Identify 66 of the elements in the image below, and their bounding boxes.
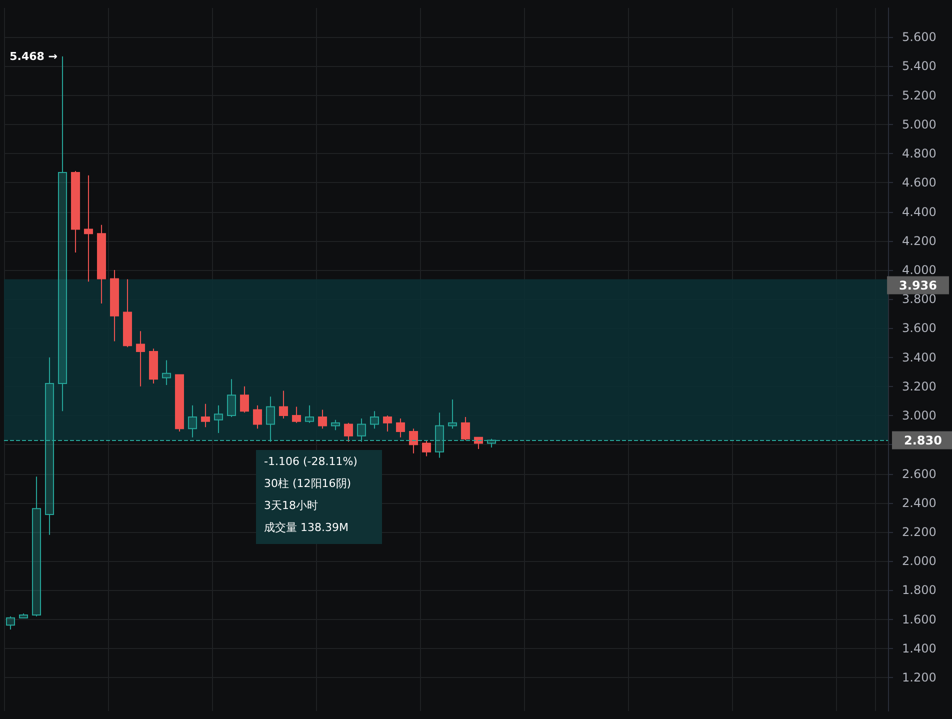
candlestick xyxy=(461,416,470,441)
candlestick xyxy=(58,56,67,412)
y-tick-label: 1.400 xyxy=(902,641,936,656)
y-tick-label: 3.400 xyxy=(902,350,936,364)
y-tick-label: 1.800 xyxy=(902,583,936,598)
annotation: -1.106 (-28.11%) xyxy=(264,455,358,468)
candlestick xyxy=(71,170,80,254)
candlestick xyxy=(409,428,418,454)
candlestick xyxy=(448,399,457,430)
candlestick xyxy=(474,436,483,450)
y-tick-label: 5.000 xyxy=(902,117,936,132)
candlestick xyxy=(253,404,262,430)
y-tick-label: 2.600 xyxy=(902,466,936,481)
y-tick-label: 1.200 xyxy=(902,670,936,685)
y-tick-label: 1.600 xyxy=(902,612,936,626)
candlestick xyxy=(84,174,93,282)
candlestick xyxy=(136,330,145,387)
y-tick-label: 2.000 xyxy=(902,554,936,568)
candlestick xyxy=(97,224,106,304)
ref-line-label: 2.830 xyxy=(904,433,942,448)
candlestick xyxy=(188,404,197,438)
candlestick xyxy=(175,374,184,432)
candlestick xyxy=(32,476,41,617)
candlestick xyxy=(331,419,340,431)
candlestick xyxy=(422,440,431,457)
candlestick xyxy=(149,348,158,384)
y-tick-label: 3.200 xyxy=(902,379,936,394)
y-tick-label: 4.200 xyxy=(902,234,936,248)
candlestick xyxy=(240,386,249,414)
y-tick-label: 3.600 xyxy=(902,321,936,336)
y-tick-label: 4.400 xyxy=(902,204,936,219)
candlestick xyxy=(214,404,223,434)
y-tick-label: 5.600 xyxy=(902,30,936,44)
candlestick xyxy=(435,412,444,458)
candlestick xyxy=(357,418,366,442)
candlestick xyxy=(344,422,353,442)
y-tick-label: 2.200 xyxy=(902,524,936,539)
y-tick-label: 4.600 xyxy=(902,176,936,190)
candlestick xyxy=(19,612,28,618)
candlestick xyxy=(45,356,54,536)
annotation: 5.468 → xyxy=(10,50,58,63)
y-tick-label: 2.400 xyxy=(902,496,936,510)
annotation: 成交量 138.39M xyxy=(264,521,348,534)
candlestick xyxy=(318,409,327,430)
candlestick xyxy=(279,390,288,419)
band-label: 3.936 xyxy=(899,278,937,292)
candlestick xyxy=(123,278,132,348)
candlestick xyxy=(6,616,15,630)
annotation: 30柱 (12阳16阴) xyxy=(264,477,352,490)
candlestick xyxy=(110,269,119,342)
candlestick xyxy=(227,378,236,418)
candlestick xyxy=(266,396,275,442)
candlestick xyxy=(396,418,405,438)
y-tick-label: 5.200 xyxy=(902,88,936,102)
candlestick xyxy=(162,360,171,386)
candlestick xyxy=(305,404,314,424)
y-tick-label: 5.400 xyxy=(902,59,936,74)
candlestick xyxy=(370,410,379,430)
candlestick xyxy=(201,403,210,428)
annotation: 3天18小时 xyxy=(264,499,318,512)
y-tick-label: 3.000 xyxy=(902,408,936,423)
y-tick-label: 3.800 xyxy=(902,292,936,306)
y-tick-label: 4.800 xyxy=(902,146,936,161)
candlestick xyxy=(383,415,392,432)
candlestick xyxy=(292,406,301,424)
y-tick-label: 4.000 xyxy=(902,262,936,277)
